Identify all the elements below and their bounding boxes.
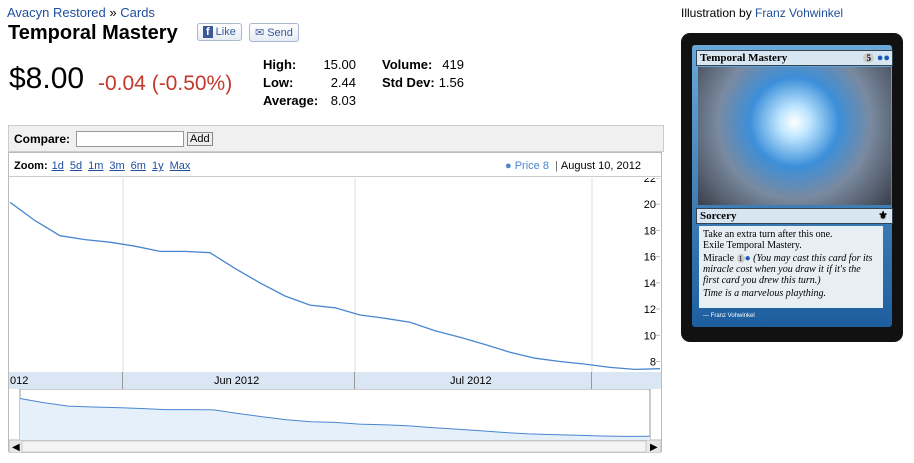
zoom-link[interactable]: Max <box>169 160 191 172</box>
generic-mana: 5 <box>863 53 874 63</box>
type-text: Sorcery <box>700 210 737 222</box>
stat-value: 15.00 <box>323 57 356 72</box>
stat-value: 2.44 <box>330 75 356 90</box>
scroll-thumb[interactable] <box>21 440 647 453</box>
price-change: -0.04 (-0.50%) <box>98 72 233 95</box>
navigator: ◀ ▶ <box>9 389 661 453</box>
send-button[interactable]: ✉ Send <box>249 23 299 42</box>
price: $8.00 <box>9 62 85 95</box>
legend-date: August 10, 2012 <box>560 160 641 172</box>
add-button[interactable]: Add <box>187 132 213 146</box>
stat-value: 8.03 <box>330 93 356 108</box>
breadcrumb: Avacyn Restored » Cards <box>7 5 155 20</box>
zoom-link[interactable]: 3m <box>109 160 125 172</box>
zoom-link[interactable]: 5d <box>69 160 83 172</box>
send-text: Send <box>267 27 293 39</box>
stat-value: 1.56 <box>438 75 464 90</box>
type-line: Sorcery ⚜ <box>696 208 893 224</box>
x-label: Jul 2012 <box>450 375 492 387</box>
zoom-link[interactable]: 1y <box>151 160 164 172</box>
compare-input[interactable] <box>76 131 184 147</box>
credit-text: Franz Vohwinkel <box>710 313 755 319</box>
navigator-line <box>19 398 651 437</box>
reminder: (You may cast this card for its miracle … <box>703 253 873 286</box>
card-credit: — Franz Vohwinkel <box>703 313 755 319</box>
stat-label: Average: <box>263 93 319 108</box>
card-title: Temporal Mastery <box>8 22 178 44</box>
like-button[interactable]: f Like <box>197 23 242 41</box>
stat-label: Std Dev: <box>382 75 435 90</box>
zoom-bar: Zoom: 1d 5d 1m 3m 6m 1y Max <box>14 160 196 172</box>
stat-label: Low: <box>263 75 294 90</box>
x-label: 012 <box>10 375 29 387</box>
y-tick-label: 10 <box>644 330 656 342</box>
stat-label: Volume: <box>382 57 433 72</box>
scroll-left[interactable]: ◀ <box>12 442 20 453</box>
zoom-link[interactable]: 1m <box>88 160 104 172</box>
y-tick-label: 14 <box>644 278 656 290</box>
rules-line: Exile Temporal Mastery. <box>703 240 802 251</box>
compare-bar: Compare: Add <box>8 125 664 152</box>
x-label: Jun 2012 <box>214 375 260 387</box>
rules-line: Take an extra turn after this one. <box>703 229 833 240</box>
card-name: Temporal Mastery 5 ●● <box>696 50 893 66</box>
scroll-right[interactable]: ▶ <box>650 442 658 453</box>
legend-entry: ● Price 8 <box>505 160 549 172</box>
illustration-label: Illustration by <box>681 6 752 20</box>
stat-label: High: <box>263 57 297 72</box>
breadcrumb-link[interactable]: Cards <box>120 5 155 20</box>
illustration-credit: Illustration by Franz Vohwinkel <box>681 6 843 20</box>
compare-label: Compare: <box>14 132 71 146</box>
y-tick-label: 18 <box>644 225 656 237</box>
navigator-area <box>20 398 650 440</box>
breadcrumb-sep: » <box>109 5 117 20</box>
rules-box: Take an extra turn after this one. Exile… <box>699 226 883 308</box>
artist-link[interactable]: Franz Vohwinkel <box>755 6 844 20</box>
like-text: Like <box>215 26 236 38</box>
price-chart: 8 10 12 14 16 18 20 22 <box>10 178 660 372</box>
zoom-links: 1d 5d 1m 3m 6m 1y Max <box>52 160 197 172</box>
y-tick-label: 8 <box>650 357 656 369</box>
x-axis-band: 012 Jun 2012 Jul 2012 <box>9 372 661 389</box>
zoom-link[interactable]: 1d <box>51 160 64 172</box>
flavor: Time is a marvelous plaything. <box>703 288 827 299</box>
separator <box>9 176 661 177</box>
miracle: Miracle <box>703 253 735 264</box>
y-tick-label: 20 <box>644 199 656 211</box>
mana-cost: 5 ●● <box>863 51 890 65</box>
zoom-link[interactable]: 6m <box>130 160 146 172</box>
y-tick-label: 22 <box>644 178 656 185</box>
card-name-text: Temporal Mastery <box>700 52 788 64</box>
y-tick-label: 12 <box>644 304 656 316</box>
price-line <box>10 201 660 371</box>
card: Temporal Mastery 5 ●● Sorcery ⚜ Take an e… <box>681 33 903 342</box>
stat-value: 419 <box>442 57 464 72</box>
miracle-cost: 1 <box>736 254 745 263</box>
legend: ● Price 8 | August 10, 2012 <box>505 160 641 172</box>
breadcrumb-link[interactable]: Avacyn Restored <box>7 5 106 20</box>
legend-text: Price 8 <box>514 160 549 172</box>
card-art <box>698 67 891 205</box>
y-tick-label: 16 <box>644 252 656 264</box>
zoom-label: Zoom: <box>14 160 48 172</box>
